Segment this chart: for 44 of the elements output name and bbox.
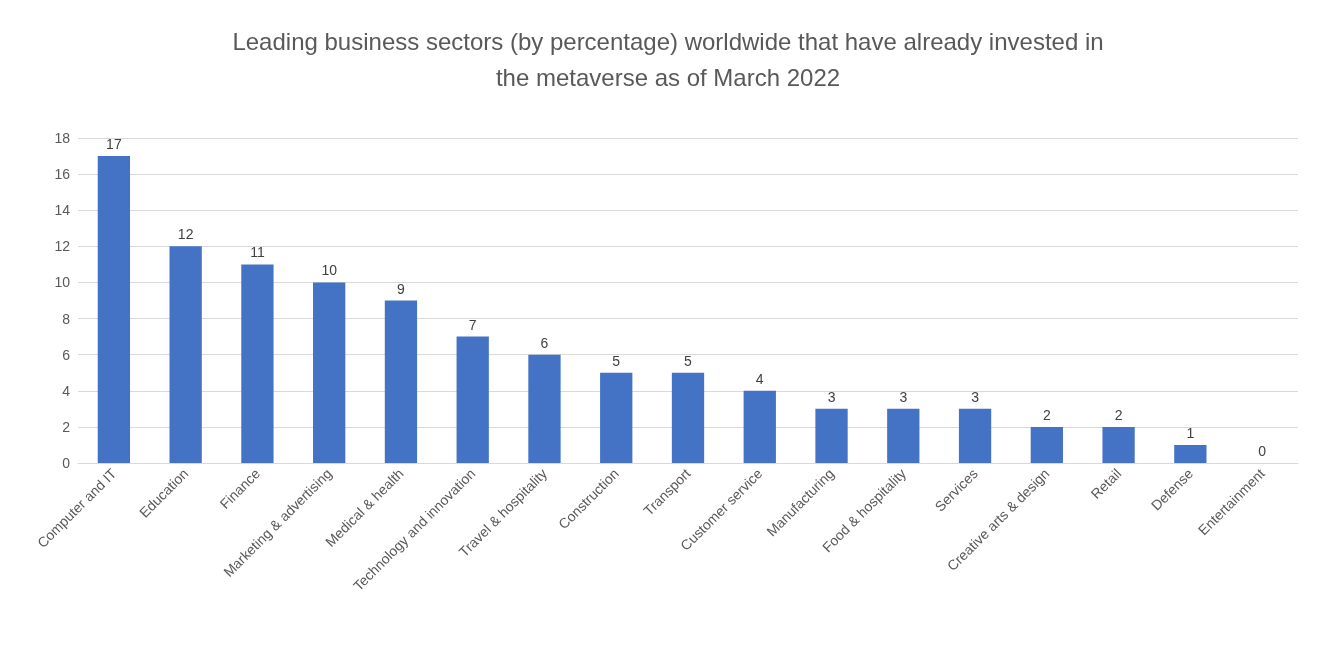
y-tick-label: 10 (54, 274, 71, 291)
y-tick-label: 14 (54, 202, 71, 219)
y-tick-label: 16 (54, 166, 71, 183)
data-label: 2 (1114, 406, 1123, 423)
data-label: 4 (755, 370, 764, 387)
data-label: 0 (1258, 443, 1267, 459)
data-label: 17 (106, 136, 122, 153)
bar (456, 336, 489, 463)
bar (815, 408, 848, 463)
data-label: 10 (321, 262, 338, 279)
bar (1030, 426, 1063, 463)
data-label: 2 (1042, 406, 1051, 423)
data-label: 5 (612, 352, 621, 369)
data-label: 11 (250, 244, 265, 261)
y-tick-label: 4 (62, 382, 71, 399)
bar (528, 354, 561, 463)
data-label: 3 (827, 388, 836, 405)
data-label: 6 (540, 334, 549, 351)
bar (384, 300, 418, 463)
data-label: 7 (468, 316, 477, 333)
y-tick-label: 2 (62, 418, 71, 435)
bar (169, 246, 202, 463)
data-label: 1 (1186, 424, 1195, 441)
chart-title: Leading business sectors (by percentage) worldwide that have already invested in the metaverse as of March 2022 (232, 27, 1104, 91)
bar (671, 372, 705, 463)
y-tick-label: 8 (62, 310, 71, 327)
y-tick-label: 0 (62, 455, 71, 471)
bar (1102, 426, 1135, 463)
data-label: 5 (684, 352, 693, 369)
bar (600, 372, 633, 463)
bar (241, 264, 274, 463)
bar (1174, 444, 1207, 463)
bar (958, 408, 992, 463)
y-tick-label: 12 (54, 238, 71, 255)
y-tick-label: 6 (62, 346, 71, 363)
data-label: 3 (971, 388, 980, 405)
data-label: 9 (397, 280, 406, 297)
bar (743, 390, 776, 463)
y-tick-label: 18 (54, 130, 71, 146)
bar (97, 156, 131, 463)
data-label: 3 (899, 388, 908, 405)
bar (313, 282, 346, 463)
bar (887, 408, 920, 463)
data-label: 12 (177, 226, 194, 243)
